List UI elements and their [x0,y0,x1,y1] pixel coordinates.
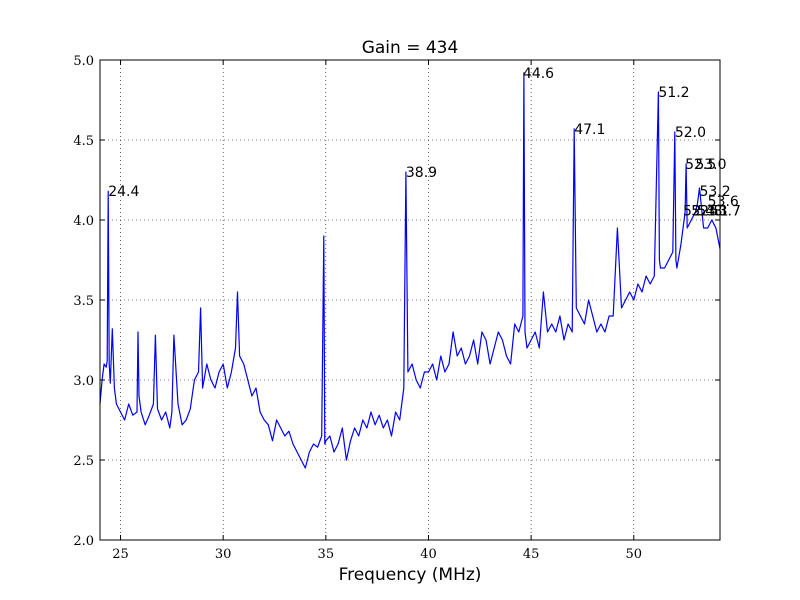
series-line [99,72,721,469]
peak-annotation: 53.1 [697,203,728,219]
y-tick-label: 2.5 [73,454,94,469]
y-tick-label: 2.0 [73,534,94,549]
peak-annotation: 24.4 [108,184,139,200]
x-tick-label: 45 [523,547,540,562]
peak-annotation: 53.6 [708,194,739,210]
peak-annotation: 52.8 [691,203,722,219]
x-tick-label: 30 [215,547,232,562]
x-tick-label: 35 [318,547,335,562]
y-tick-label: 5.0 [73,54,94,69]
x-tick-label: 40 [420,547,437,562]
y-tick-label: 4.5 [73,134,94,149]
ticks: 25 30 35 40 45 50 2.0 2.5 3.0 3.5 4.0 4.5 5.0 [73,54,720,562]
y-tick-label: 4.0 [73,214,94,229]
peak-annotation: 52.4 [683,203,714,219]
annotations: 24.4 38.9 44.6 47.1 51.2 52.0 52.553.0 52.452.8… [108,66,741,220]
peak-annotation: 44.6 [523,66,554,82]
peak-annotation: 53.2 [699,184,730,200]
y-tick-label: 3.5 [73,294,94,309]
peak-annotation: 47.1 [574,122,605,138]
x-tick-label: 25 [112,547,129,562]
peak-annotation: 52.0 [675,125,706,141]
series-layer [99,72,721,469]
peak-annotation: 38.9 [406,165,437,181]
peak-annotation: 52.5 [685,157,716,173]
peak-annotation: 51.2 [658,85,689,101]
peak-annotation: 53.7 [710,203,741,219]
x-axis-label: Frequency (MHz) [339,565,482,585]
x-tick-label: 50 [626,547,643,562]
peak-annotation: 53.0 [695,157,726,173]
chart-title: Gain = 434 [362,38,459,58]
y-tick-label: 3.0 [73,374,94,389]
